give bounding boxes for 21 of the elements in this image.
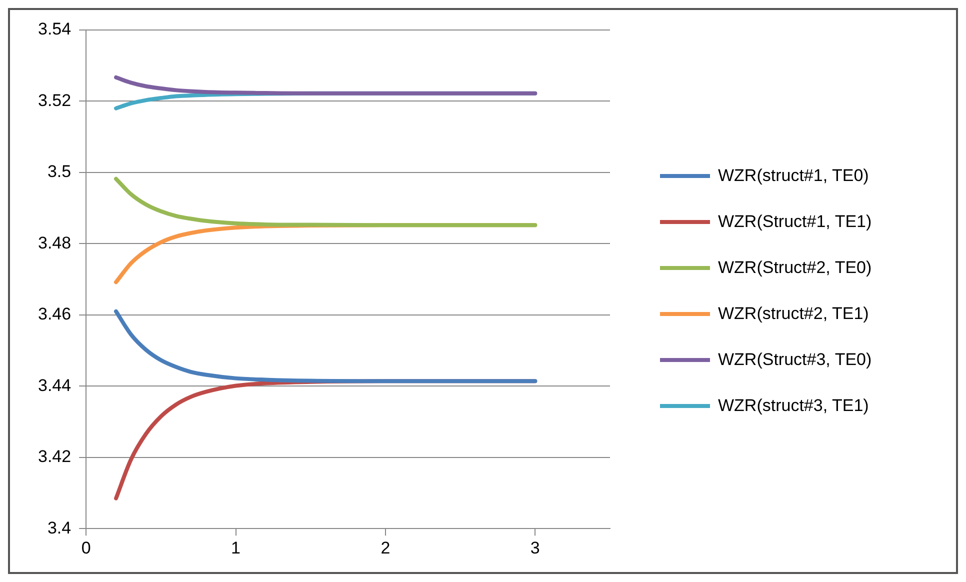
y-tick-label: 3.52 bbox=[38, 90, 72, 110]
legend-label: WZR(Struct#2, TE0) bbox=[718, 258, 872, 278]
line-series bbox=[114, 309, 538, 384]
y-tick-label: 3.44 bbox=[38, 376, 72, 395]
line-series bbox=[114, 75, 538, 96]
y-tick-label: 3.46 bbox=[38, 304, 72, 324]
legend-label: WZR(struct#1, TE0) bbox=[718, 166, 869, 186]
x-tick-label: 1 bbox=[231, 538, 241, 558]
y-tick-label: 3.5 bbox=[47, 162, 72, 182]
line-series bbox=[114, 176, 538, 228]
legend-label: WZR(Struct#1, TE1) bbox=[718, 212, 872, 232]
y-tick-label: 3.48 bbox=[38, 233, 72, 252]
x-tick-label: 3 bbox=[530, 538, 540, 558]
x-tick-label: 0 bbox=[81, 538, 91, 558]
x-tick-label: 2 bbox=[380, 538, 390, 558]
legend-label: WZR(struct#2, TE1) bbox=[718, 304, 869, 324]
y-tick-label: 3.4 bbox=[47, 518, 72, 538]
legend-label: WZR(struct#3, TE1) bbox=[718, 396, 869, 416]
y-tick-label: 3.54 bbox=[38, 20, 72, 39]
legend-label: WZR(Struct#3, TE0) bbox=[718, 350, 872, 370]
y-tick-label: 3.42 bbox=[38, 447, 72, 466]
